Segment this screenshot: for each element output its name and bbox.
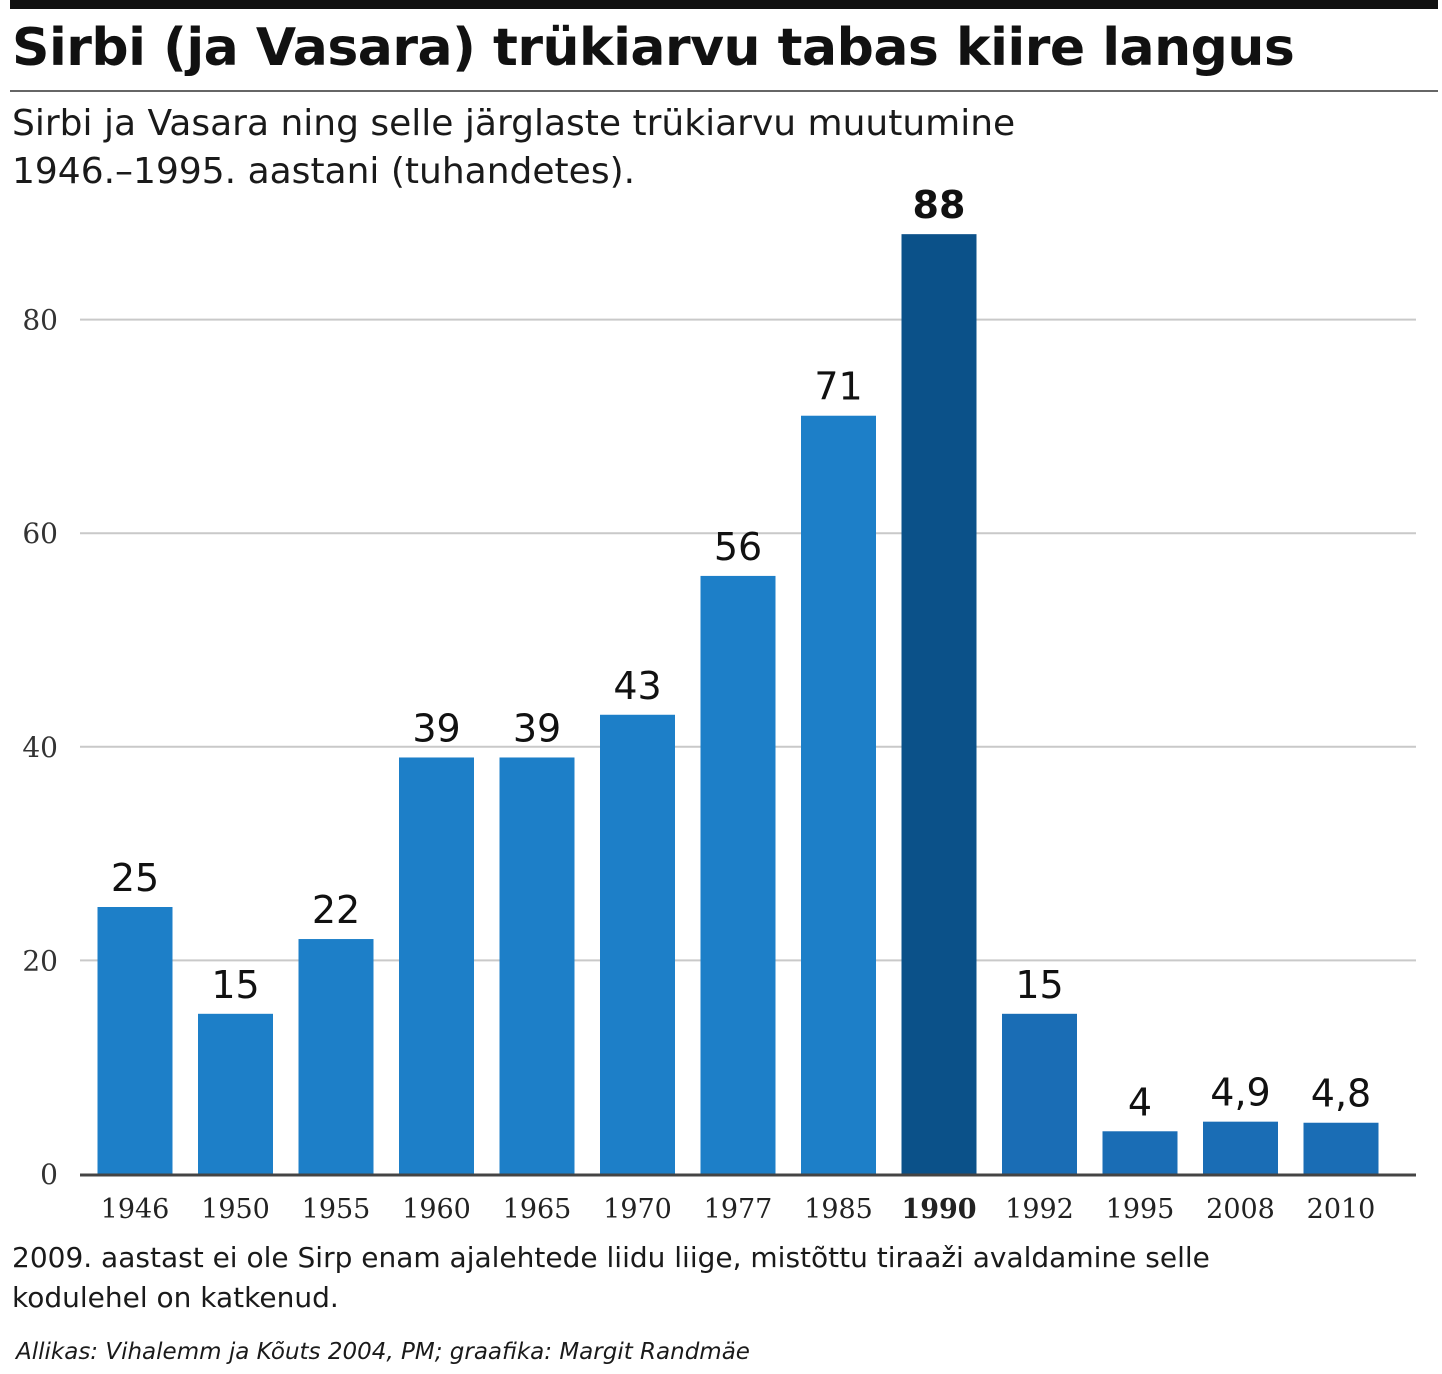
bar — [97, 907, 173, 1174]
bar — [198, 1013, 273, 1174]
y-tick-label: 80 — [22, 304, 58, 337]
data-label: 56 — [714, 525, 762, 569]
bar — [1203, 1121, 1278, 1174]
y-tick-label: 40 — [22, 731, 58, 764]
y-tick-label: 20 — [22, 944, 58, 977]
x-tick-label: 1965 — [503, 1194, 572, 1225]
source-credit: Allikas: Vihalemm ja Kõuts 2004, PM; gra… — [16, 1339, 750, 1365]
data-label: 88 — [913, 183, 966, 227]
bar — [901, 234, 977, 1174]
bar — [1102, 1131, 1178, 1174]
bar — [399, 757, 474, 1174]
x-tick-label: 1970 — [603, 1194, 672, 1225]
data-label: 15 — [1015, 963, 1063, 1007]
x-tick-label: 1992 — [1005, 1194, 1074, 1225]
x-tick-label: 2010 — [1307, 1194, 1376, 1225]
data-label: 39 — [412, 706, 460, 750]
data-label: 25 — [111, 856, 159, 900]
data-label: 15 — [211, 963, 259, 1007]
bar — [499, 757, 575, 1174]
title-rule — [10, 90, 1438, 92]
data-label: 39 — [513, 706, 561, 750]
x-tick-label: 2008 — [1206, 1194, 1275, 1225]
x-tick-label: 1946 — [101, 1194, 170, 1225]
bar — [1303, 1122, 1379, 1174]
footnote: 2009. aastast ei ole Sirp enam ajalehted… — [12, 1241, 1210, 1314]
y-tick-label: 0 — [40, 1158, 58, 1191]
bar — [1002, 1013, 1077, 1174]
chart-title: Sirbi (ja Vasara) trükiarvu tabas kiire … — [12, 18, 1295, 78]
data-label: 4,9 — [1210, 1071, 1270, 1115]
bar — [700, 575, 776, 1174]
chart-subtitle: Sirbi ja Vasara ning selle järglaste trü… — [12, 103, 1016, 192]
x-tick-label: 1960 — [402, 1194, 471, 1225]
data-label: 22 — [312, 888, 360, 932]
x-tick-label: 1985 — [804, 1194, 873, 1225]
y-tick-label: 60 — [22, 517, 58, 550]
x-tick-label: 1995 — [1106, 1194, 1175, 1225]
data-label: 4,8 — [1311, 1072, 1371, 1116]
top-rule — [10, 0, 1438, 9]
bar — [298, 939, 374, 1174]
x-tick-label: 1977 — [704, 1194, 773, 1225]
data-label: 71 — [814, 365, 862, 409]
bar — [600, 714, 675, 1174]
x-tick-label: 1990 — [901, 1194, 976, 1225]
x-tick-label: 1950 — [201, 1194, 270, 1225]
data-label: 43 — [613, 664, 661, 708]
data-label: 4 — [1128, 1080, 1152, 1124]
bar — [801, 415, 876, 1175]
x-tick-label: 1955 — [302, 1194, 371, 1225]
